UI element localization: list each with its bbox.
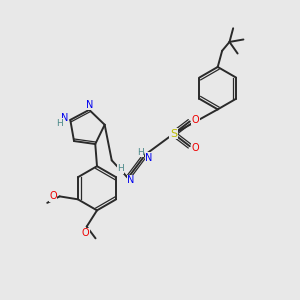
- Text: N: N: [127, 175, 134, 185]
- Text: N: N: [146, 153, 153, 163]
- Text: O: O: [49, 191, 57, 201]
- Text: S: S: [170, 129, 177, 139]
- Text: H: H: [137, 148, 144, 157]
- Text: O: O: [192, 115, 200, 125]
- Text: N: N: [61, 112, 69, 123]
- Text: H: H: [117, 164, 124, 173]
- Text: O: O: [192, 142, 200, 153]
- Text: O: O: [81, 228, 89, 238]
- Text: N: N: [86, 100, 94, 110]
- Text: H: H: [56, 119, 62, 128]
